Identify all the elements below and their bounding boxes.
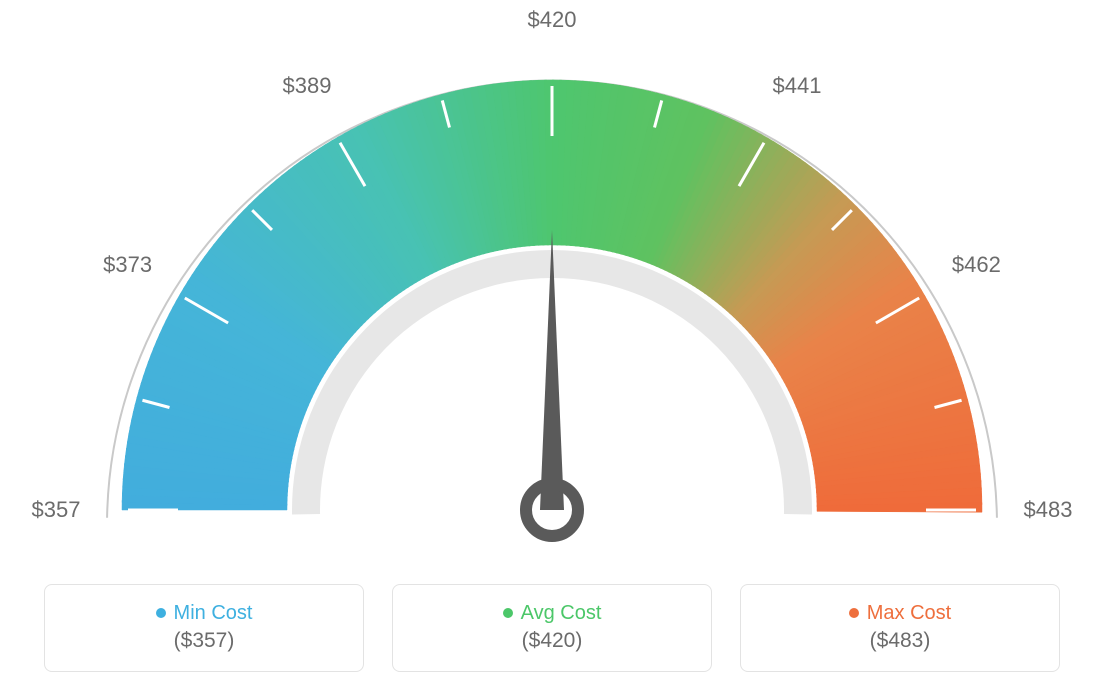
legend-card-avg: Avg Cost ($420) <box>392 584 712 672</box>
gauge-svg <box>0 0 1104 560</box>
legend-label: Avg Cost <box>521 603 602 623</box>
legend-row: Min Cost ($357) Avg Cost ($420) Max Cost… <box>0 584 1104 672</box>
legend-value: ($483) <box>870 629 931 653</box>
gauge-tick-label: $483 <box>1024 497 1073 523</box>
legend-title-avg: Avg Cost <box>503 603 602 623</box>
dot-icon <box>849 608 859 618</box>
gauge-tick-label: $441 <box>773 73 822 99</box>
legend-label: Max Cost <box>867 603 951 623</box>
dot-icon <box>156 608 166 618</box>
cost-gauge: $357 $373 $389 $420 $441 $462 $483 <box>0 0 1104 560</box>
legend-card-max: Max Cost ($483) <box>740 584 1060 672</box>
gauge-tick-label: $373 <box>103 252 152 278</box>
legend-title-min: Min Cost <box>156 603 253 623</box>
dot-icon <box>503 608 513 618</box>
legend-value: ($420) <box>522 629 583 653</box>
legend-title-max: Max Cost <box>849 603 951 623</box>
legend-label: Min Cost <box>174 603 253 623</box>
gauge-tick-label: $357 <box>32 497 81 523</box>
gauge-tick-label: $389 <box>283 73 332 99</box>
gauge-tick-label: $462 <box>952 252 1001 278</box>
gauge-tick-label: $420 <box>528 7 577 33</box>
legend-card-min: Min Cost ($357) <box>44 584 364 672</box>
legend-value: ($357) <box>174 629 235 653</box>
